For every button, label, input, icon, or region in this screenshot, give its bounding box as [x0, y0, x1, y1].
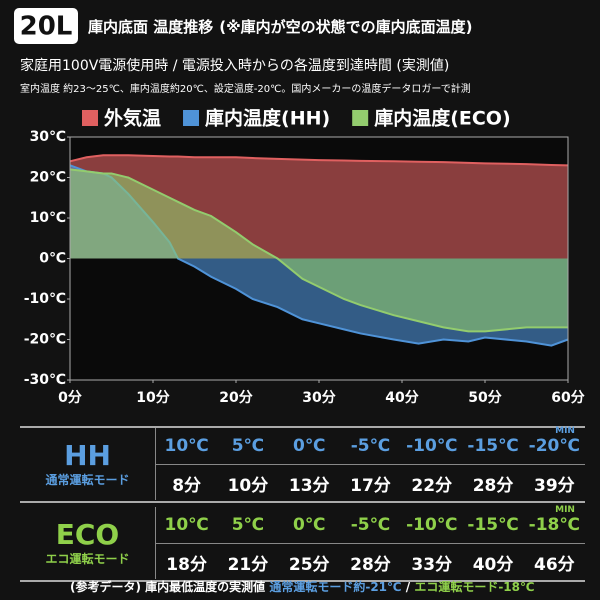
mode-name: HH [64, 438, 111, 472]
area-line [69, 154, 569, 167]
temp-cell: 5℃ [231, 436, 265, 456]
y-tick-label: 0℃ [39, 251, 66, 267]
temp-cell: -10℃ [406, 436, 458, 456]
mode-block: HH 通常運転モード 10℃ 5℃ 0℃ -5℃ -10℃ -15℃ -20℃ MIN 8分 10分 1… [20, 426, 585, 503]
min-label: MIN [555, 426, 575, 436]
time-row: 8分 10分 13分 17分 22分 28分 39分 [156, 465, 585, 501]
title-main: 庫内底面 温度推移 [88, 18, 213, 36]
time-cell: 13分 [288, 475, 330, 496]
x-tick-label: 40分 [385, 390, 418, 406]
min-label: MIN [555, 505, 575, 515]
note: 室内温度 約23～25℃、庫内温度約20℃、設定温度-20℃。国内メーカーの温度… [20, 82, 471, 95]
mode-label: エコ運転モード [45, 551, 130, 566]
temp-cell: -5℃ [350, 436, 391, 456]
temp-cell: 0℃ [292, 515, 326, 535]
time-cell: 28分 [472, 475, 514, 496]
legend-swatch [82, 110, 98, 126]
time-cell: 33分 [411, 554, 453, 575]
time-row: 18分 21分 25分 28分 33分 40分 46分 [156, 544, 585, 580]
badge-box [14, 8, 78, 44]
temp-cell: -10℃ [406, 515, 458, 535]
temp-cell: 10℃ [164, 515, 209, 535]
area-line [69, 168, 568, 333]
legend-swatch [183, 110, 200, 126]
y-tick-label: 20℃ [30, 170, 66, 186]
x-tick-label: 60分 [551, 390, 584, 406]
table: HH 通常運転モード 10℃ 5℃ 0℃ -5℃ -10℃ -15℃ -20℃ MIN 8分 10分 1… [20, 426, 585, 582]
mode-values: 10℃ 5℃ 0℃ -5℃ -10℃ -15℃ -20℃ MIN 8分 10分 13分 17分 22分 2… [156, 426, 585, 501]
temp-cell: -18℃ MIN [528, 505, 580, 535]
x-tick-label: 0分 [58, 390, 82, 406]
footer-label: (参考データ) 庫内最低温度の実測値 [70, 580, 266, 594]
time-cell: 10分 [227, 475, 269, 496]
time-cell: 8分 [172, 475, 202, 496]
footer: (参考データ) 庫内最低温度の実測値 通常運転モード約-21℃ / エコ運転モー… [70, 578, 535, 595]
badge: 20L [20, 12, 73, 42]
time-cell: 25分 [288, 554, 330, 575]
temp-cell: 10℃ [164, 436, 209, 456]
time-cell: 46分 [533, 554, 575, 575]
temp-row: 10℃ 5℃ 0℃ -5℃ -10℃ -15℃ -20℃ MIN [156, 426, 585, 465]
x-tick-label: 50分 [468, 390, 501, 406]
temp-cell: -15℃ [467, 515, 519, 535]
y-tick-label: 30℃ [30, 129, 66, 145]
footer-hh: 通常運転モード約-21℃ [269, 580, 402, 594]
time-cell: 18分 [166, 554, 207, 575]
y-tick-label: 10℃ [30, 210, 66, 226]
x-tick-label: 20分 [219, 390, 252, 406]
chart: 20L 庫内底面 温度推移 (※庫内が空の状態での庫内底面温度) 家庭用100V電… [14, 8, 585, 406]
mode-values: 10℃ 5℃ 0℃ -5℃ -10℃ -15℃ -18℃ MIN 18分 21分 25分 28分 33分… [156, 505, 585, 580]
legend-label: 庫内温度(HH) [205, 107, 330, 130]
time-cell: 21分 [227, 554, 269, 575]
temp-cell: 0℃ [292, 436, 326, 456]
temp-cell: -15℃ [467, 436, 519, 456]
mode-cell: ECO エコ運転モード [20, 507, 156, 579]
footer-sep: / [405, 580, 411, 594]
legend-label: 庫内温度(ECO) [374, 107, 510, 130]
time-cell: 28分 [350, 554, 391, 575]
temp-cell: -5℃ [350, 515, 391, 535]
y-tick-label: -30℃ [24, 372, 66, 388]
temp-cell: -20℃ MIN [528, 426, 580, 456]
title: 庫内底面 温度推移 (※庫内が空の状態での庫内底面温度) [88, 18, 473, 36]
title-note: (※庫内が空の状態での庫内底面温度) [219, 18, 472, 36]
x-tick-label: 10分 [136, 390, 169, 406]
x-tick-label: 30分 [302, 390, 335, 406]
mode-label: 通常運転モード [45, 472, 130, 487]
time-cell: 39分 [533, 475, 575, 496]
time-cell: 17分 [350, 475, 391, 496]
legend-swatch [352, 110, 369, 126]
temp-row: 10℃ 5℃ 0℃ -5℃ -10℃ -15℃ -18℃ MIN [156, 505, 585, 544]
y-tick-label: -10℃ [24, 291, 66, 307]
subtitle: 家庭用100V電源使用時 / 電源投入時からの各温度到達時間 (実測値) [20, 57, 449, 74]
y-tick-label: -20℃ [24, 332, 66, 348]
time-cell: 40分 [472, 554, 514, 575]
mode-block: ECO エコ運転モード 10℃ 5℃ 0℃ -5℃ -10℃ -15℃ -18℃ MIN 18分 21… [20, 505, 585, 582]
temp-cell: 5℃ [231, 515, 265, 535]
legend-label: 外気温 [104, 107, 161, 130]
mode-name: ECO [55, 517, 120, 551]
mode-cell: HH 通常運転モード [20, 428, 156, 500]
time-cell: 22分 [411, 475, 453, 496]
footer-eco: エコ運転モード-18℃ [414, 580, 535, 594]
